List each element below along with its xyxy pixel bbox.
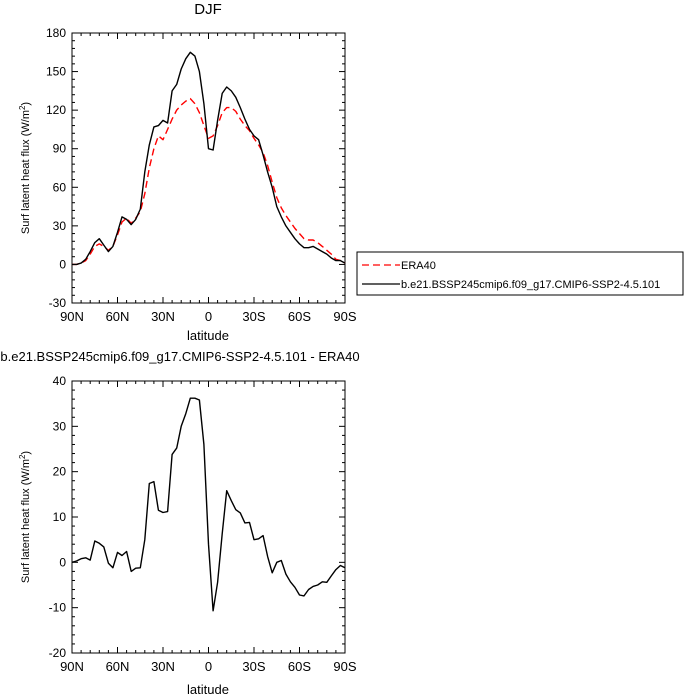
bottom-axis-ticks: 90N 60N 30N 0 30S 60S 90S -20 -10 0 10 20 30 40	[49, 374, 357, 674]
top-y-tick-label: 120	[46, 103, 66, 117]
bottom-y-axis-label-sup: 2	[18, 454, 27, 459]
top-x-tick-label: 30N	[151, 309, 175, 324]
bottom-y-tick-label: 0	[59, 555, 66, 569]
legend-label-model: b.e21.BSSP245cmip6.f09_g17.CMIP6-SSP2-4.…	[401, 279, 660, 291]
top-y-tick-label: 30	[53, 219, 67, 233]
top-chart-panel: DJF latitude Surf latent heat flux (W/m2…	[18, 1, 357, 343]
bottom-y-tick-label: -10	[49, 601, 67, 615]
bottom-chart-title: b.e21.BSSP245cmip6.f09_g17.CMIP6-SSP2-4.…	[0, 349, 359, 364]
top-y-tick-label: 180	[46, 26, 66, 40]
top-y-axis-label: Surf latent heat flux (W/m2)	[18, 102, 32, 234]
top-y-axis-label-main: Surf latent heat flux (W/m	[20, 110, 32, 234]
top-y-axis-label-sup: 2	[18, 105, 27, 110]
top-y-axis-label-close: )	[20, 102, 32, 106]
top-x-axis-label: latitude	[187, 328, 229, 343]
top-x-tick-label: 30S	[242, 309, 265, 324]
bottom-x-tick-label: 90S	[333, 659, 356, 674]
bottom-x-tick-label: 0	[205, 659, 212, 674]
bottom-x-tick-label: 90N	[60, 659, 84, 674]
top-plot-area	[71, 32, 346, 304]
bottom-y-axis-label-close: )	[20, 451, 32, 455]
bottom-y-tick-label: 30	[53, 419, 67, 433]
top-x-tick-label: 90S	[333, 309, 356, 324]
bottom-x-tick-label: 60S	[288, 659, 311, 674]
top-x-tick-label: 0	[205, 309, 212, 324]
top-x-tick-label: 90N	[60, 309, 84, 324]
top-y-tick-label: 150	[46, 65, 66, 79]
top-axis-ticks: 90N 60N 30N 0 30S 60S 90S -30 0 30 60 90 120 150 180	[46, 26, 357, 324]
top-y-tick-label: 60	[53, 180, 67, 194]
bottom-series-group	[71, 397, 346, 612]
legend: ERA40 b.e21.BSSP245cmip6.f09_g17.CMIP6-S…	[356, 251, 684, 296]
top-y-tick-label: 90	[53, 142, 67, 156]
top-x-tick-label: 60N	[106, 309, 130, 324]
bottom-y-tick-label: 40	[53, 374, 67, 388]
bottom-y-tick-label: 10	[53, 510, 67, 524]
top-series-line-1	[72, 51, 346, 266]
top-x-tick-label: 60S	[288, 309, 311, 324]
bottom-x-tick-label: 30S	[242, 659, 265, 674]
bottom-x-tick-label: 30N	[151, 659, 175, 674]
bottom-y-tick-label: -20	[49, 646, 67, 660]
top-series-group	[72, 51, 346, 266]
top-series-line-0	[72, 97, 346, 266]
top-y-tick-label: 0	[59, 257, 66, 271]
bottom-series-line-0	[71, 397, 346, 612]
bottom-y-tick-label: 20	[53, 465, 67, 479]
legend-box	[356, 251, 684, 296]
bottom-x-tick-label: 60N	[106, 659, 130, 674]
bottom-x-axis-label: latitude	[187, 682, 229, 697]
bottom-chart-panel: b.e21.BSSP245cmip6.f09_g17.CMIP6-SSP2-4.…	[0, 349, 359, 697]
bottom-plot-area	[71, 380, 346, 654]
top-y-tick-label: -30	[49, 296, 67, 310]
top-chart-title: DJF	[194, 1, 222, 18]
bottom-y-axis-label-main: Surf latent heat flux (W/m	[20, 459, 32, 583]
bottom-y-axis-label: Surf latent heat flux (W/m2)	[18, 451, 32, 583]
legend-label-era40: ERA40	[401, 260, 436, 272]
